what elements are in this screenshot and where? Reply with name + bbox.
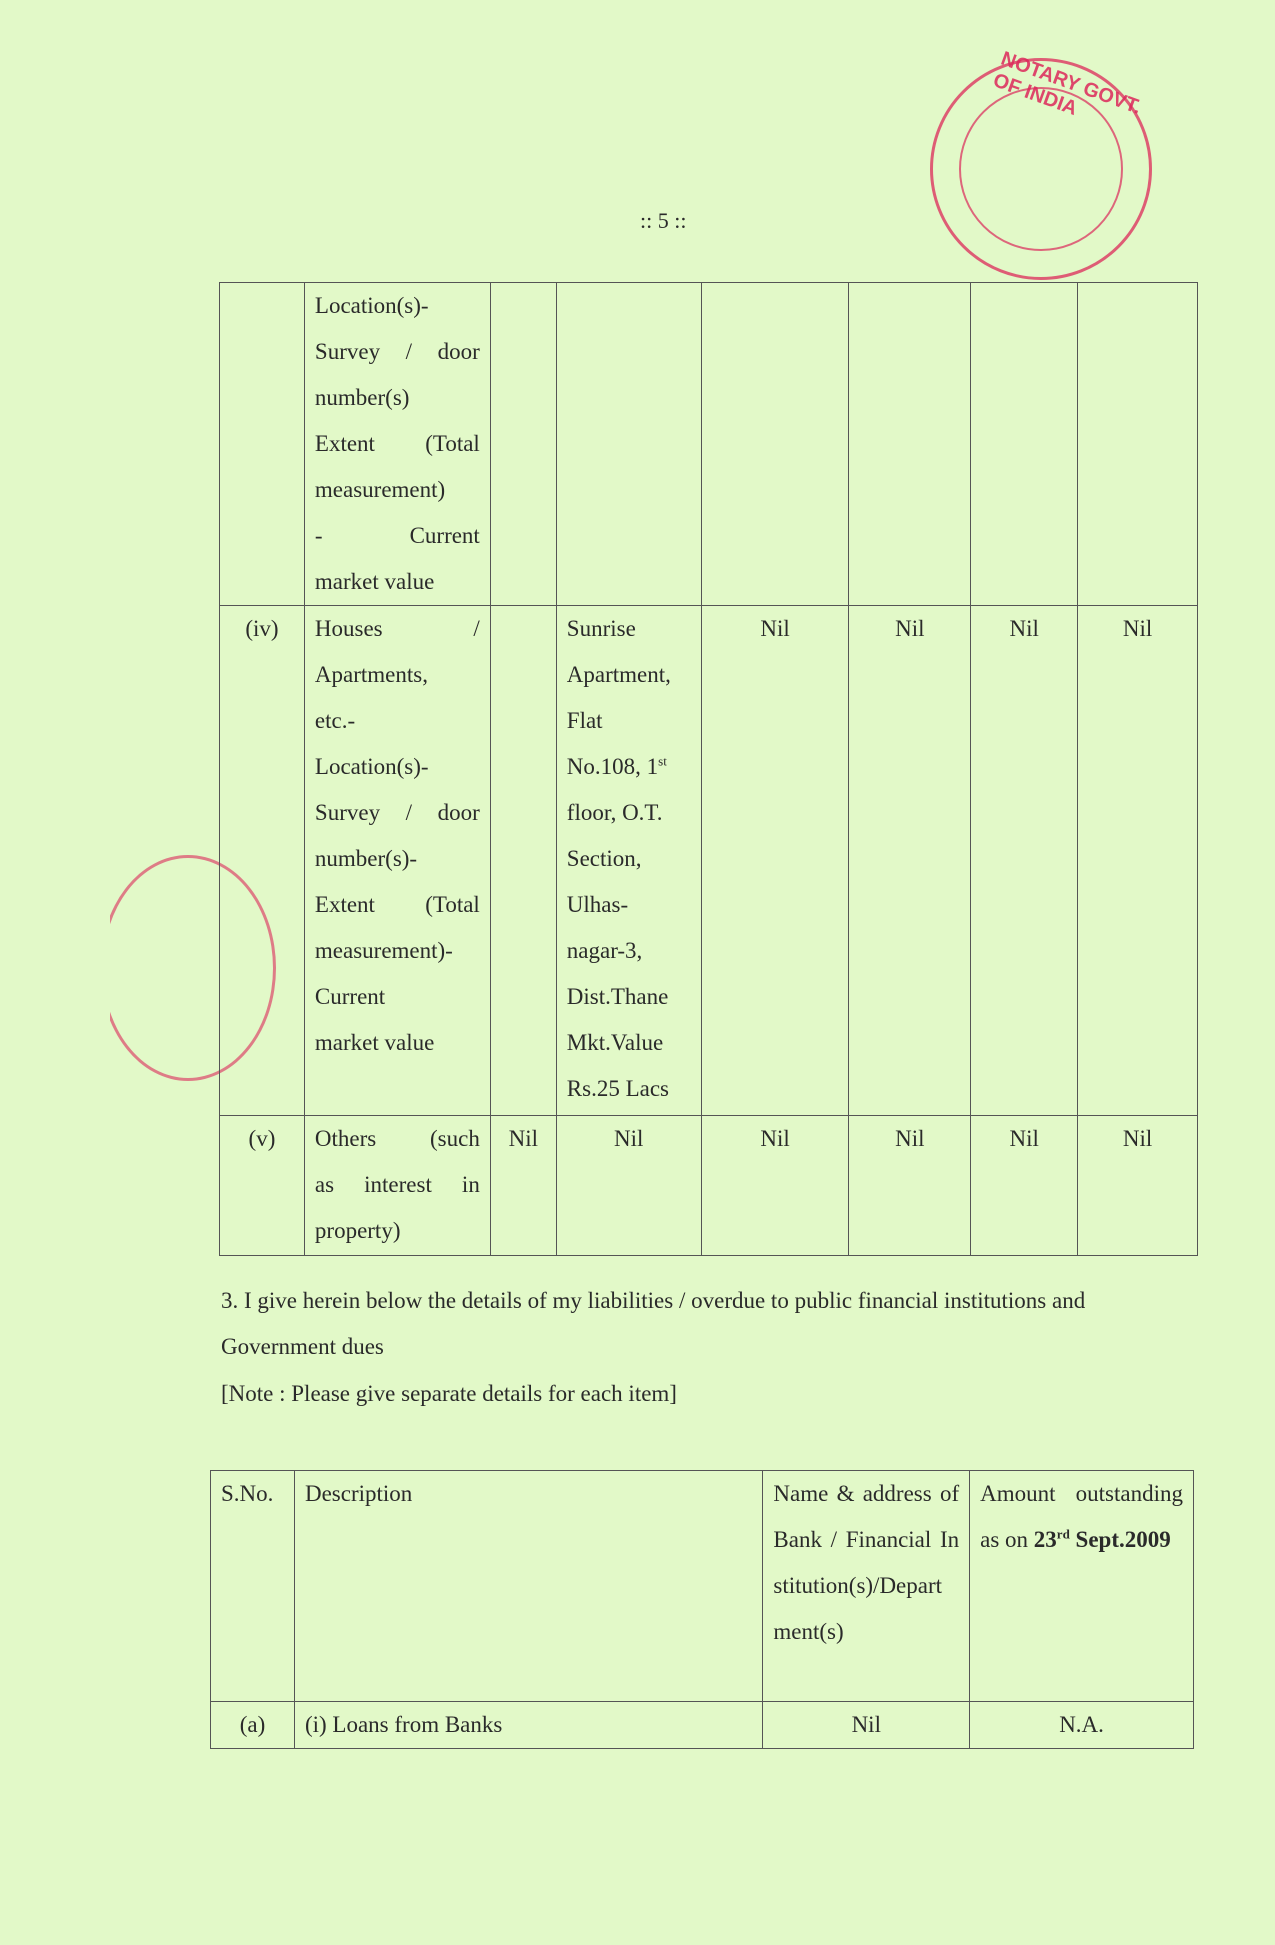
property-detail-line: Flat bbox=[566, 708, 603, 733]
value-cell: Nil bbox=[1077, 605, 1198, 1116]
value-cell: Nil bbox=[848, 605, 972, 1116]
header-bank: Name & address of Bank / Financial Insti… bbox=[762, 1470, 971, 1702]
table-row: (v) Others (such as interest in property… bbox=[219, 1115, 1198, 1256]
value-cell: Nil bbox=[970, 1115, 1079, 1256]
value-cell: Nil bbox=[970, 605, 1079, 1116]
page-number: :: 5 :: bbox=[640, 208, 687, 233]
liabilities-table: S.No. Description Name & address of Bank… bbox=[210, 1470, 1194, 1749]
sno-cell bbox=[219, 282, 305, 606]
section3-intro: 3. I give herein below the details of my… bbox=[221, 1288, 1086, 1359]
sno-cell: (v) bbox=[219, 1115, 305, 1256]
value-cell: Nil bbox=[848, 1115, 972, 1256]
header-sno: S.No. bbox=[210, 1470, 295, 1702]
header-amount: Amount outstanding as on 23rd Sept.2009 bbox=[969, 1470, 1194, 1702]
property-detail-line: floor, O.T. bbox=[566, 800, 663, 825]
amount-cell: N.A. bbox=[969, 1701, 1194, 1749]
assets-table: Location(s)- Survey / door number(s) Ext… bbox=[219, 282, 1198, 1256]
property-detail-line: Section, bbox=[566, 846, 642, 871]
value-cell: Nil bbox=[700, 1115, 850, 1256]
property-detail-line: Ulhas- bbox=[566, 892, 629, 917]
value-cell: Nil bbox=[489, 1115, 557, 1256]
property-detail-line: Dist.Thane bbox=[566, 984, 669, 1009]
section3-note: [Note : Please give separate details for… bbox=[221, 1381, 677, 1406]
table-header-row: S.No. Description Name & address of Bank… bbox=[210, 1470, 1194, 1702]
sno-cell: (iv) bbox=[219, 605, 305, 1116]
description-cell: (i) Loans from Banks bbox=[293, 1701, 764, 1749]
superscript: st bbox=[658, 753, 667, 769]
value-cell: Nil bbox=[700, 605, 850, 1116]
property-detail-line: Rs.25 Lacs bbox=[566, 1076, 669, 1101]
table-row: (iv) Houses / Apartments, etc.- Location… bbox=[219, 605, 1198, 1116]
property-detail-line: No.108, 1st bbox=[566, 753, 667, 779]
bank-cell: Nil bbox=[762, 1701, 971, 1749]
property-detail-line: Sunrise bbox=[566, 616, 636, 641]
description-cell: Houses / Apartments, etc.- Location(s)- … bbox=[303, 605, 491, 1116]
property-detail-line: Apartment, bbox=[566, 662, 671, 687]
property-detail-line: Mkt.Value bbox=[566, 1030, 664, 1055]
table-row: Location(s)- Survey / door number(s) Ext… bbox=[219, 282, 1198, 606]
value-cell: Nil bbox=[1077, 1115, 1198, 1256]
property-detail-line: nagar-3, bbox=[566, 938, 643, 963]
value-cell: Nil bbox=[555, 1115, 702, 1256]
notary-stamp-top-right: NOTARY GOVT. OF INDIA bbox=[930, 48, 1152, 280]
table-row: (a) (i) Loans from Banks Nil N.A. bbox=[210, 1701, 1194, 1749]
sno-cell: (a) bbox=[210, 1701, 295, 1749]
description-cell: Location(s)- Survey / door number(s) Ext… bbox=[303, 282, 491, 606]
description-cell: Others (such as interest in property) bbox=[303, 1115, 491, 1256]
property-details-cell: Sunrise Apartment, Flat No.108, 1st floor, O… bbox=[555, 605, 702, 1116]
header-description: Description bbox=[293, 1470, 764, 1702]
